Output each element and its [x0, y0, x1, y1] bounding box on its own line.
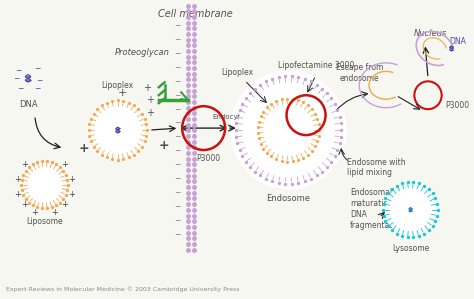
- Text: Lipofectamine 3000: Lipofectamine 3000: [278, 61, 354, 70]
- Text: Endosome with
lipid mixing: Endosome with lipid mixing: [347, 158, 406, 177]
- Text: −: −: [174, 174, 181, 183]
- Text: −: −: [174, 105, 181, 114]
- Text: −: −: [174, 216, 181, 225]
- Text: −: −: [174, 77, 181, 86]
- Text: +: +: [14, 175, 21, 184]
- Text: −: −: [174, 91, 181, 100]
- Circle shape: [91, 102, 145, 158]
- Text: Lysosome: Lysosome: [392, 244, 429, 253]
- Text: DNA: DNA: [449, 36, 466, 45]
- Text: +: +: [22, 161, 28, 170]
- Text: +: +: [68, 175, 75, 184]
- Text: −: −: [174, 63, 181, 72]
- Text: P3000: P3000: [446, 101, 470, 110]
- Text: +: +: [31, 208, 38, 217]
- Text: +: +: [68, 190, 75, 199]
- Text: −: −: [174, 21, 181, 30]
- Text: −: −: [36, 76, 43, 85]
- Text: −: −: [174, 161, 181, 170]
- Text: −: −: [174, 35, 181, 44]
- Text: Expert Reviews in Molecular Medicine © 2003 Cambridge University Press: Expert Reviews in Molecular Medicine © 2…: [6, 287, 239, 292]
- Circle shape: [259, 100, 318, 160]
- Text: +: +: [78, 141, 89, 155]
- Circle shape: [230, 71, 347, 190]
- Text: Escape from
endosome: Escape from endosome: [336, 63, 383, 83]
- Text: Endosomal
maturation
DNA
fragmentation: Endosomal maturation DNA fragmentation: [350, 188, 405, 230]
- Text: Lipoplex: Lipoplex: [222, 68, 254, 77]
- Text: P3000: P3000: [196, 154, 220, 163]
- Text: −: −: [35, 64, 41, 73]
- Text: −: −: [174, 49, 181, 58]
- Text: −: −: [15, 66, 21, 75]
- Text: Liposome: Liposome: [26, 217, 63, 226]
- Text: Endosome: Endosome: [266, 194, 310, 203]
- Text: Cell membrane: Cell membrane: [158, 9, 233, 19]
- Circle shape: [238, 78, 339, 182]
- Text: −: −: [174, 188, 181, 197]
- Text: +: +: [143, 83, 151, 93]
- Text: +: +: [51, 208, 58, 217]
- Text: −: −: [13, 74, 19, 83]
- Text: −: −: [17, 84, 23, 93]
- Text: −: −: [174, 147, 181, 155]
- Text: +: +: [158, 138, 169, 152]
- Text: −: −: [174, 202, 181, 211]
- Text: +: +: [118, 88, 128, 98]
- Text: −: −: [174, 119, 181, 128]
- Text: −: −: [35, 84, 41, 93]
- Text: +: +: [14, 190, 21, 199]
- Text: Endocytosis: Endocytosis: [212, 114, 254, 120]
- Text: +: +: [22, 200, 28, 209]
- Text: −: −: [174, 230, 181, 239]
- Text: Proteoglycan: Proteoglycan: [115, 48, 170, 57]
- Circle shape: [385, 184, 436, 236]
- Text: +: +: [146, 108, 154, 118]
- Text: Nucleus: Nucleus: [413, 29, 447, 38]
- Text: +: +: [61, 161, 68, 170]
- Circle shape: [23, 163, 66, 207]
- Text: Lipoplex: Lipoplex: [102, 81, 134, 90]
- Text: −: −: [174, 132, 181, 141]
- Text: +: +: [146, 95, 154, 105]
- Text: DNA: DNA: [18, 100, 37, 109]
- Text: +: +: [61, 200, 68, 209]
